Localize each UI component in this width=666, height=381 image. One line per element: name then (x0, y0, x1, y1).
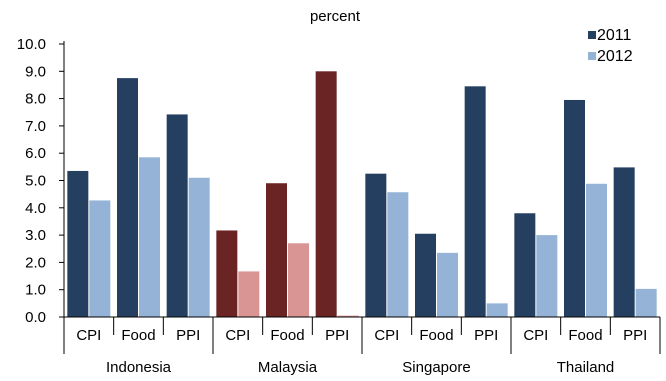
bar-indonesia-cpi-2012 (89, 200, 111, 317)
bar-singapore-food-2011 (415, 233, 436, 317)
bar-indonesia-ppi-2011 (166, 114, 188, 318)
x-category-label: Food (568, 327, 602, 344)
bar-malaysia-ppi-2012 (337, 315, 359, 317)
x-category-label: CPI (374, 327, 399, 344)
bar-malaysia-food-2012 (288, 243, 309, 317)
bar-malaysia-food-2011 (266, 183, 287, 317)
x-category-label: CPI (76, 327, 101, 344)
y-tick-label: 9.0 (25, 63, 46, 80)
x-group-label: Indonesia (106, 359, 172, 376)
legend-label-2012: 2012 (597, 48, 633, 65)
x-group-label: Malaysia (258, 359, 318, 376)
x-group-label: Thailand (557, 359, 615, 376)
x-category-label: Food (419, 327, 453, 344)
bar-thailand-cpi-2011 (514, 213, 536, 317)
legend-label-2011: 2011 (597, 27, 632, 44)
y-axis-label: percent (310, 8, 361, 25)
bar-indonesia-food-2012 (139, 157, 160, 317)
bar-indonesia-ppi-2012 (188, 177, 210, 317)
legend-swatch-2012 (588, 52, 596, 60)
x-group-label: Singapore (402, 359, 470, 376)
bar-indonesia-food-2011 (117, 78, 138, 317)
bar-thailand-ppi-2011 (613, 167, 635, 317)
y-tick-label: 0.0 (25, 309, 46, 326)
x-category-label: Food (270, 327, 304, 344)
y-tick-label: 8.0 (25, 91, 46, 108)
y-tick-label: 2.0 (25, 254, 46, 271)
x-category-label: PPI (474, 327, 498, 344)
bar-thailand-cpi-2012 (536, 235, 558, 317)
bar-singapore-food-2012 (437, 252, 458, 317)
x-category-label: PPI (325, 327, 349, 344)
x-category-label: CPI (523, 327, 548, 344)
y-tick-label: 6.0 (25, 145, 46, 162)
bar-malaysia-cpi-2012 (238, 271, 260, 317)
x-category-label: PPI (176, 327, 200, 344)
bars (67, 71, 657, 318)
legend: 2011 2012 (588, 27, 633, 65)
bar-malaysia-ppi-2011 (315, 71, 337, 317)
y-axis-ticks: 0.0 1.0 2.0 3.0 4.0 5.0 6.0 7.0 8.0 9.0 10.0 (17, 36, 64, 326)
y-tick-label: 4.0 (25, 200, 46, 217)
bar-thailand-food-2011 (564, 99, 585, 317)
legend-swatch-2011 (588, 31, 596, 39)
x-category-label: PPI (623, 327, 647, 344)
y-tick-label: 5.0 (25, 173, 46, 190)
bar-thailand-food-2012 (586, 183, 607, 317)
bar-singapore-ppi-2011 (464, 86, 486, 317)
bar-indonesia-cpi-2011 (67, 170, 89, 317)
bar-singapore-ppi-2012 (486, 303, 508, 317)
x-category-label: Food (121, 327, 155, 344)
y-tick-label: 3.0 (25, 227, 46, 244)
bar-singapore-cpi-2011 (365, 173, 387, 317)
bar-malaysia-cpi-2011 (216, 230, 238, 317)
x-category-label: CPI (225, 327, 250, 344)
y-tick-label: 7.0 (25, 118, 46, 135)
bar-singapore-cpi-2012 (387, 192, 409, 317)
bar-thailand-ppi-2012 (635, 288, 657, 317)
y-tick-label: 1.0 (25, 282, 46, 299)
y-tick-label: 10.0 (17, 36, 46, 53)
axes (63, 41, 661, 354)
